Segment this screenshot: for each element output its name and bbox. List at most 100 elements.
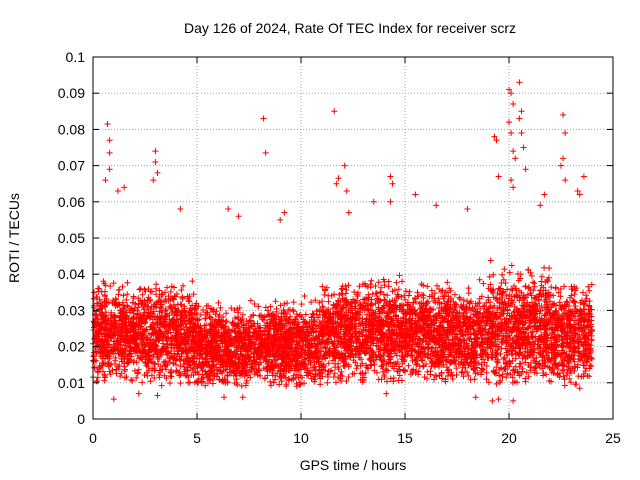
data-point [142,327,149,334]
data-point [135,332,142,339]
data-point [136,355,143,362]
data-point [321,291,328,298]
data-point [251,300,258,307]
data-point [187,310,194,317]
data-point [187,332,194,339]
data-point [104,337,111,344]
data-point [263,335,270,342]
data-point [202,350,209,357]
data-point [125,327,132,334]
data-point [177,363,184,370]
data-point [202,382,209,389]
data-point [316,319,323,326]
data-point [277,326,284,333]
data-point [120,292,127,299]
data-point [222,348,229,355]
data-point [133,315,140,322]
data-point [121,345,128,352]
data-point [167,355,174,362]
data-point [115,350,122,357]
data-point [315,359,322,366]
data-point [130,314,137,321]
data-point [294,351,301,358]
data-point [233,339,240,346]
data-point [270,337,277,344]
data-point [222,366,229,373]
data-point [304,367,311,374]
data-point [109,300,116,307]
data-point [302,320,309,327]
data-point [296,382,303,389]
data-point [156,308,163,315]
data-point [123,316,130,323]
data-point [208,363,215,370]
data-point [124,303,131,310]
data-point [216,312,223,319]
data-point [177,330,184,337]
data-point [215,366,222,373]
data-point [196,324,203,331]
data-point [293,357,300,364]
data-point [94,316,101,323]
data-point [144,372,151,379]
data-point [396,272,403,279]
data-point [229,351,236,358]
data-point [246,317,253,324]
data-point [151,365,158,372]
data-point [91,319,98,326]
data-point [358,356,365,363]
data-point [223,318,230,325]
data-point [153,291,160,298]
data-point [124,279,131,286]
data-point [304,343,311,350]
data-point [239,311,246,318]
data-point [205,338,212,345]
data-point [281,349,288,356]
data-point [285,316,292,323]
data-point [236,339,243,346]
data-point [280,307,287,314]
data-point [123,374,130,381]
data-point [245,369,252,376]
data-point [130,293,137,300]
data-point [209,321,216,328]
data-point [93,312,100,319]
data-point [368,277,375,284]
data-point [169,320,176,327]
data-point [210,346,217,353]
data-point [120,302,127,309]
data-point [247,297,254,304]
data-point [420,292,427,299]
data-point [393,279,400,286]
data-point [283,383,290,390]
data-point [127,309,134,316]
data-point [198,375,205,382]
data-point [190,320,197,327]
data-point [312,334,319,341]
data-point [129,299,136,306]
data-point [177,372,184,379]
data-point [135,366,142,373]
data-point [119,313,126,320]
data-point [202,315,209,322]
data-point [262,343,269,350]
data-point [234,367,241,374]
data-point [226,369,233,376]
data-point [182,312,189,319]
data-point [272,361,279,368]
data-point [235,360,242,367]
data-point [196,355,203,362]
data-point [114,326,121,333]
data-point [406,288,413,295]
data-point [480,280,487,287]
data-point [238,382,245,389]
data-point [192,302,199,309]
data-point [90,358,97,365]
data-point [311,376,318,383]
data-point [172,332,179,339]
data-point [198,350,205,357]
data-point [203,349,210,356]
data-point [156,293,163,300]
data-point [91,289,98,296]
